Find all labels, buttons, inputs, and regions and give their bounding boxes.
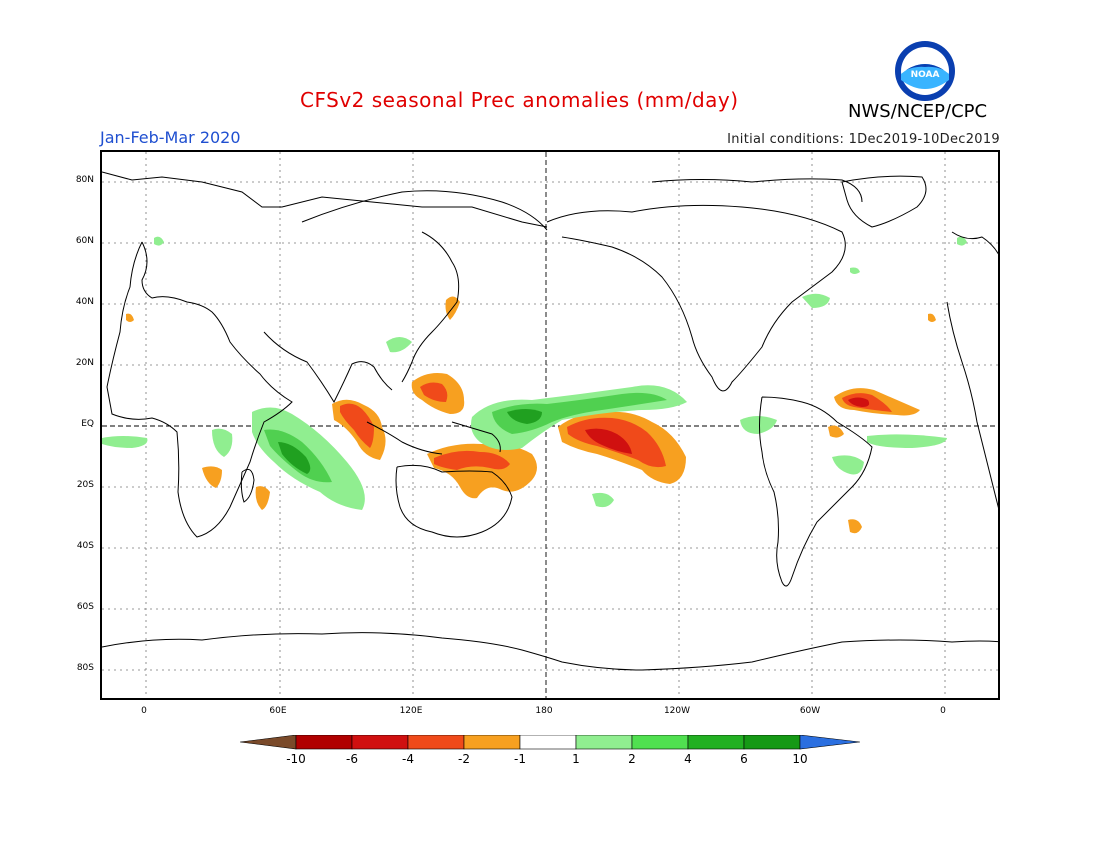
legend-swatch	[351, 735, 409, 750]
season-label: Jan-Feb-Mar 2020	[100, 128, 241, 147]
legend-swatch	[295, 735, 353, 750]
map-panel	[100, 150, 1000, 700]
lon-label-180: 180	[535, 706, 553, 716]
legend-swatch	[519, 735, 577, 750]
initial-conditions-label: Initial conditions: 1Dec2019-10Dec2019	[727, 132, 1000, 147]
lon-label-0: 0	[141, 706, 147, 716]
coastlines	[102, 171, 998, 671]
legend-swatch	[631, 735, 689, 750]
lat-lon-grid	[102, 152, 998, 698]
lat-label-80n: 80N	[75, 175, 94, 185]
lon-label-120w: 120W	[663, 706, 691, 716]
color-legend	[240, 735, 860, 750]
legend-label: 2	[628, 752, 636, 766]
legend-label: -2	[458, 752, 470, 766]
lat-label-60n: 60N	[75, 236, 94, 246]
agency-label: NWS/NCEP/CPC	[848, 101, 988, 122]
legend-label: 4	[684, 752, 692, 766]
legend-label: -10	[286, 752, 306, 766]
legend-label: -4	[402, 752, 414, 766]
lon-label-0-east: 0	[940, 706, 946, 716]
lon-label-120e: 120E	[399, 706, 423, 716]
legend-swatch	[407, 735, 465, 750]
legend-arrow-right	[799, 735, 860, 750]
legend-swatch	[463, 735, 521, 750]
lat-label-20n: 20N	[75, 358, 94, 368]
legend-arrow-left	[240, 735, 297, 750]
lat-label-40n: 40N	[75, 297, 94, 307]
lat-label-80s: 80S	[76, 663, 94, 673]
lat-label-eq: EQ	[81, 419, 94, 429]
legend-swatch	[743, 735, 801, 750]
lon-label-60e: 60E	[269, 706, 287, 716]
lat-label-40s: 40S	[76, 541, 94, 551]
legend-label: -6	[346, 752, 358, 766]
noaa-logo: NOAA	[895, 41, 955, 101]
legend-swatch	[687, 735, 745, 750]
world-map	[102, 152, 998, 698]
logo-text: NOAA	[911, 70, 940, 80]
lon-label-60w: 60W	[799, 706, 821, 716]
legend-label: 10	[792, 752, 808, 766]
legend-label: -1	[514, 752, 526, 766]
wet-anomalies	[102, 236, 967, 510]
lat-label-60s: 60S	[76, 602, 94, 612]
legend-swatch	[575, 735, 633, 750]
lat-label-20s: 20S	[76, 480, 94, 490]
legend-label: 6	[740, 752, 748, 766]
legend-label: 1	[572, 752, 580, 766]
chart-title: CFSv2 seasonal Prec anomalies (mm/day)	[300, 88, 739, 112]
